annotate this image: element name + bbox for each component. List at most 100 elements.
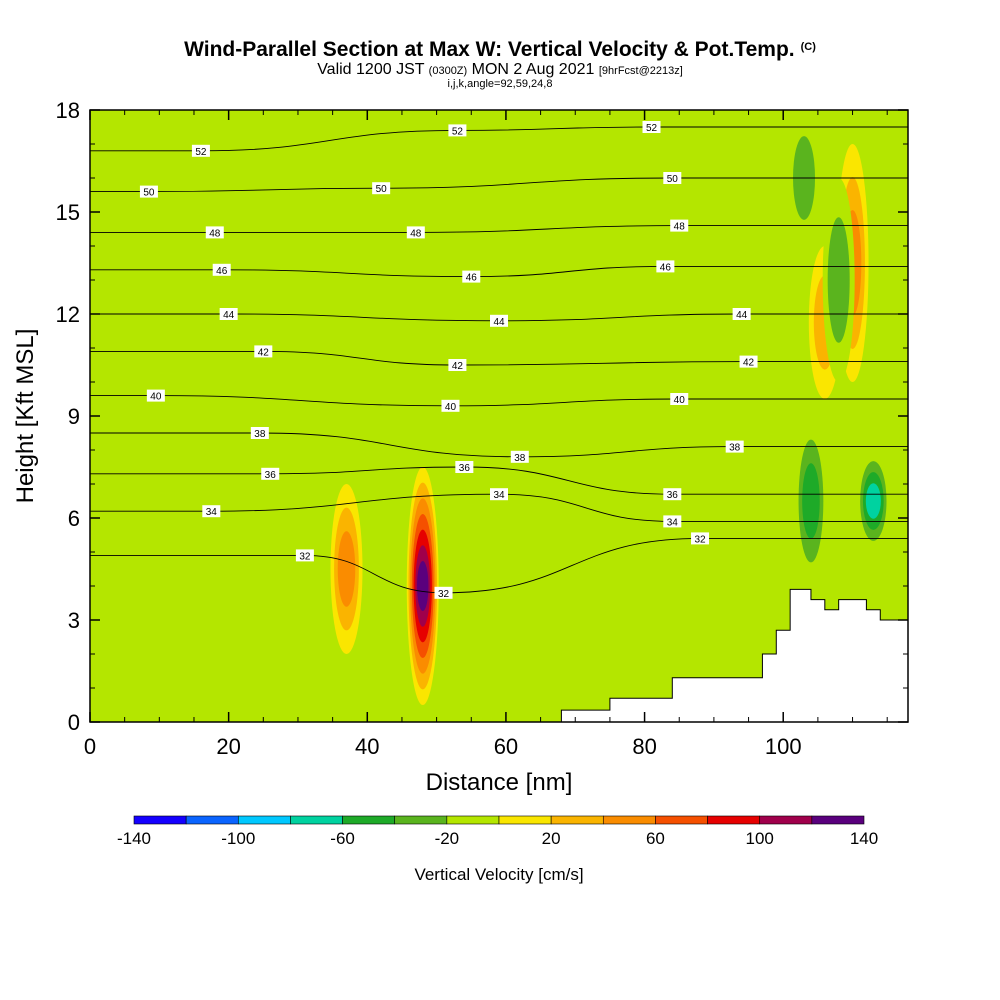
- x-tick-label: 80: [632, 734, 656, 759]
- colorbar: -140 -100 -60 -20 20 60 100 140: [117, 815, 878, 848]
- colorbar-swatch: [707, 815, 761, 825]
- colorbar-swatch: [550, 815, 604, 825]
- contour-label: 32: [691, 532, 710, 545]
- contour-label: 48: [205, 226, 224, 239]
- colorbar-swatch: [602, 815, 656, 825]
- theta-contour-32: [90, 537, 908, 594]
- colorbar-tick-label: -60: [330, 829, 355, 848]
- colorbar-swatch: [498, 815, 552, 825]
- colorbar-swatch: [446, 815, 500, 825]
- contour-label-bg: [490, 314, 508, 327]
- contour-label-bg: [732, 308, 751, 320]
- contour-label: 36: [455, 461, 474, 474]
- contour-label-bg: [725, 440, 744, 453]
- valid-time: Valid 1200 JST: [317, 61, 425, 78]
- contour-label-text: 36: [265, 470, 277, 481]
- field-background: [90, 110, 908, 722]
- updraft-core: [417, 560, 429, 612]
- y-tick-label: 18: [56, 98, 80, 123]
- contour-label-bg: [212, 263, 231, 276]
- contour-label: 32: [295, 549, 314, 562]
- contour-label-bg: [739, 355, 758, 368]
- contour-label-text: 32: [299, 551, 311, 562]
- contour-label-text: 50: [667, 174, 679, 185]
- contour-label: 44: [219, 308, 238, 321]
- contour-label: 52: [448, 124, 467, 137]
- contour-label-text: 32: [438, 589, 450, 600]
- contour-label: 32: [434, 586, 453, 600]
- contour-label: 34: [663, 515, 682, 528]
- contour-label-text: 42: [258, 347, 270, 358]
- contour-label-bg: [448, 359, 467, 371]
- x-tick-label: 60: [494, 734, 518, 759]
- contour-label: 34: [202, 505, 221, 518]
- contour-label-text: 38: [729, 443, 741, 454]
- x-tick-label: 40: [355, 734, 379, 759]
- contour-label-bg: [219, 308, 238, 320]
- contour-label: 42: [739, 355, 758, 369]
- x-tick-label: 100: [765, 734, 802, 759]
- contour-label: 46: [656, 260, 675, 273]
- contour-label-bg: [663, 172, 682, 184]
- contour-label-text: 44: [223, 310, 235, 321]
- colorbar-tick-label: 60: [646, 829, 665, 848]
- updraft-core: [337, 531, 356, 607]
- downdraft-core: [802, 463, 820, 539]
- colorbar-swatch: [133, 815, 187, 825]
- colorbar-swatch: [342, 815, 396, 825]
- colorbar-title: Vertical Velocity [cm/s]: [414, 865, 583, 884]
- contour-label: 44: [490, 314, 508, 328]
- contour-label: 48: [406, 226, 425, 239]
- colorbar-swatch: [185, 815, 239, 825]
- contour-label-text: 46: [660, 262, 672, 273]
- theta-contour-52: [90, 126, 908, 152]
- contour-label: 34: [490, 488, 508, 501]
- contour-label: 40: [670, 393, 689, 406]
- contour-label: 48: [670, 219, 689, 233]
- contour-label-bg: [455, 461, 474, 473]
- colorbar-swatch: [290, 815, 343, 825]
- colorbar-tick-label: 140: [850, 829, 878, 848]
- title-main: Wind-Parallel Section at Max W: Vertical…: [184, 38, 795, 61]
- chart-title: Wind-Parallel Section at Max W: Vertical…: [0, 38, 1000, 62]
- contour-label-text: 44: [736, 310, 748, 321]
- contour-label-text: 42: [743, 358, 755, 369]
- contour-label-bg: [462, 270, 481, 283]
- contour-label: 50: [663, 172, 682, 185]
- contour-label-text: 38: [514, 453, 526, 464]
- contour-label-text: 42: [452, 361, 464, 372]
- velocity-field: [330, 110, 890, 705]
- plot-area: 52 52 52 50 50 50 48 48 48 46 46 46 44 44 44 42 42 42 40 40…: [90, 110, 908, 722]
- contour-label-bg: [261, 467, 280, 480]
- contour-label-text: 50: [143, 188, 155, 199]
- contour-label-text: 46: [466, 273, 478, 284]
- colorbar-swatch: [811, 815, 865, 825]
- y-tick-label: 3: [68, 608, 80, 633]
- contour-label-text: 38: [254, 429, 266, 440]
- y-tick-label: 15: [56, 200, 80, 225]
- y-tick-label: 9: [68, 404, 80, 429]
- contour-label: 44: [732, 308, 751, 321]
- contour-label-bg: [202, 505, 221, 518]
- y-tick-label: 6: [68, 506, 80, 531]
- colorbar-tick-label: -100: [221, 829, 255, 848]
- contour-label-bg: [205, 226, 224, 239]
- y-tick-label: 0: [68, 710, 80, 735]
- colorbar-tick-label: -140: [117, 829, 151, 848]
- y-axis-title: Height [Kft MSL]: [12, 329, 39, 504]
- contour-label: 52: [642, 121, 661, 134]
- contour-label-text: 48: [410, 228, 422, 239]
- contour-label-text: 52: [452, 126, 464, 137]
- colorbar-swatch: [394, 815, 448, 825]
- valid-date: MON 2 Aug 2021: [471, 61, 595, 78]
- contour-label-text: 52: [646, 123, 658, 134]
- contour-label-bg: [146, 389, 165, 402]
- contour-label-bg: [295, 549, 314, 562]
- contour-labels: 52 52 52 50 50 50 48 48 48 46 46 46 44 44 44 42 42 42 40 40…: [139, 121, 758, 600]
- contour-label-text: 52: [195, 147, 207, 158]
- contour-label-text: 40: [150, 392, 162, 403]
- y-tick-label: 12: [56, 302, 80, 327]
- chart-subtitle: Valid 1200 JST (0300Z) MON 2 Aug 2021 [9…: [0, 61, 1000, 79]
